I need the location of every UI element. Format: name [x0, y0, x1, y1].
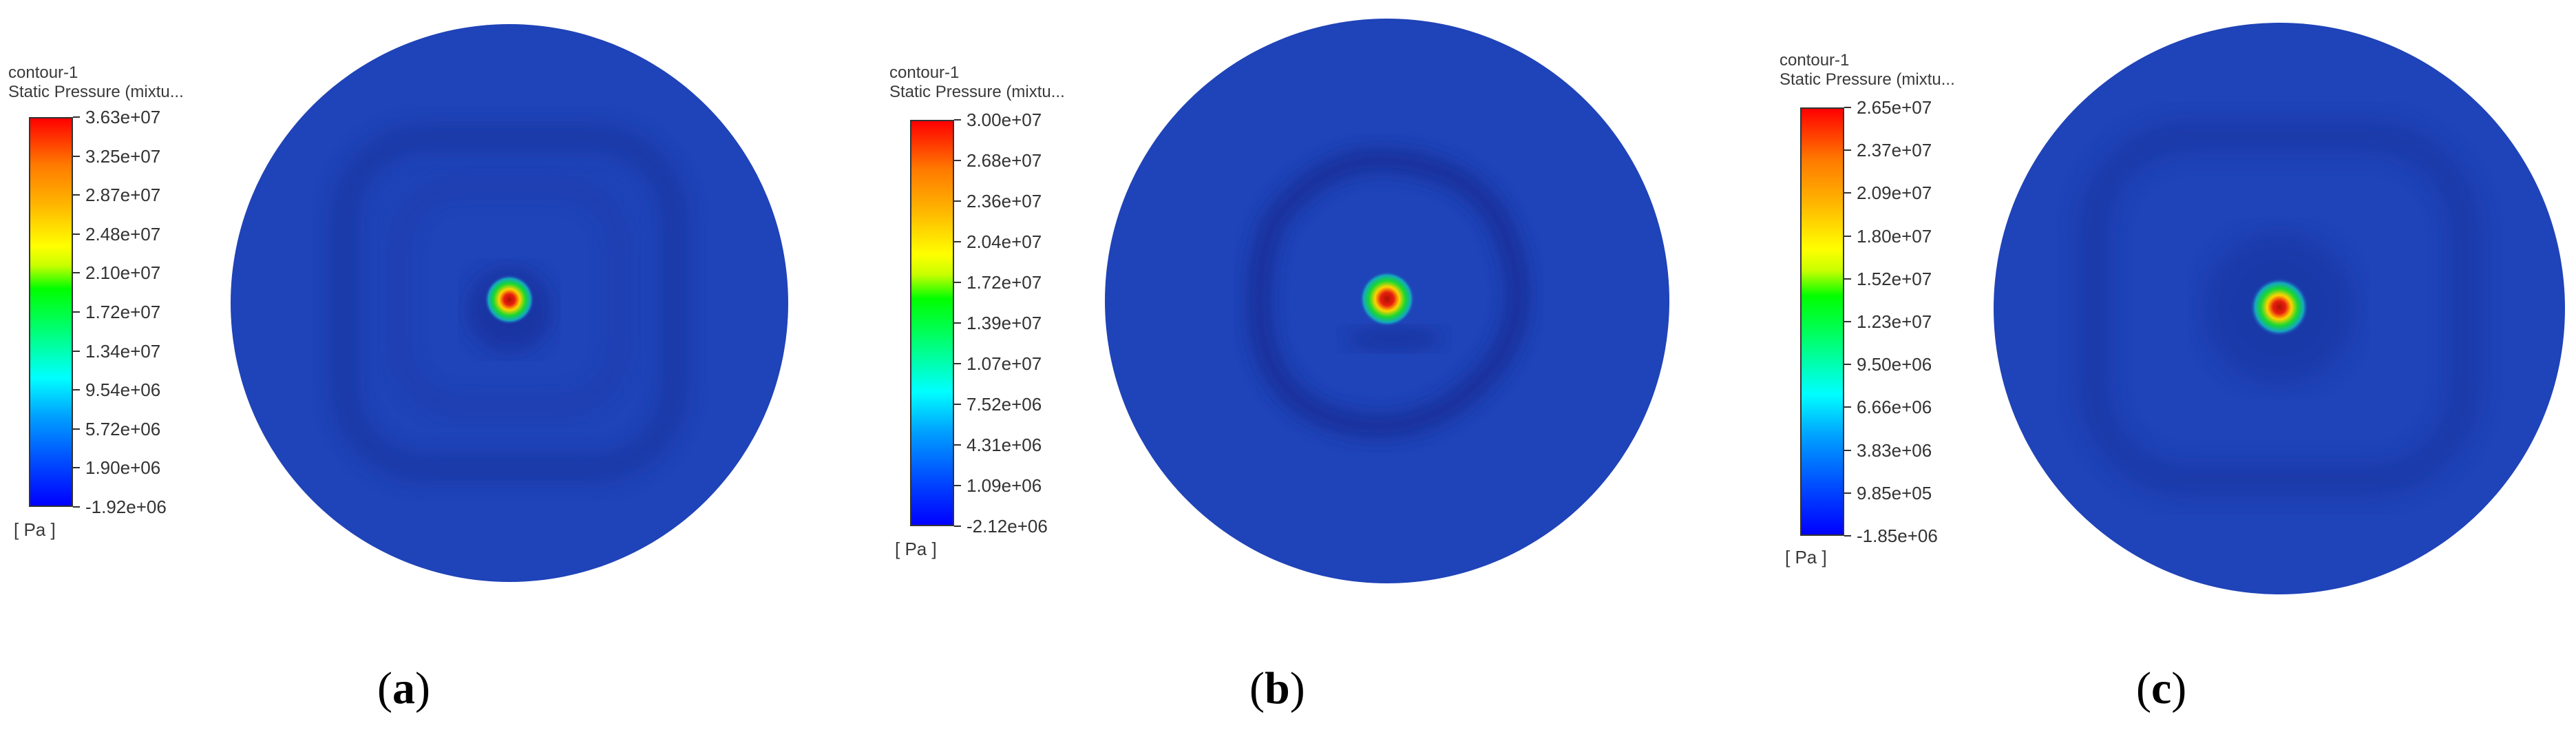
colorbar-tick-label: 2.09e+07 [1857, 183, 1932, 204]
pressure-contour-disk [231, 24, 788, 582]
pressure-peak [2250, 278, 2308, 336]
colorbar-tick-label: 2.36e+07 [967, 191, 1042, 211]
legend-variable: Static Pressure (mixtu... [8, 83, 184, 101]
colorbar [1800, 107, 1844, 536]
legend-unit: [ Pa ] [895, 539, 937, 559]
colorbar-tick-label: 1.52e+07 [1857, 268, 1932, 289]
colorbar-tick-label: 2.68e+07 [967, 150, 1042, 171]
colorbar-tick-label: 1.07e+07 [967, 353, 1042, 374]
colorbar-tick [954, 282, 961, 283]
colorbar-tick-label: -1.92e+06 [85, 497, 167, 517]
colorbar-tick [954, 200, 961, 202]
colorbar-tick-label: 1.80e+07 [1857, 225, 1932, 247]
colorbar-tick-label: 1.09e+06 [967, 475, 1042, 496]
colorbar-tick-label: 3.25e+07 [85, 145, 161, 167]
pressure-peak [1360, 271, 1415, 326]
colorbar-tick-label: -1.85e+06 [1857, 525, 1938, 546]
legend-unit: [ Pa ] [14, 519, 56, 540]
colorbar-tick-label: -2.12e+06 [967, 516, 1048, 537]
colorbar-tick-label: 1.39e+07 [967, 313, 1042, 333]
legend-unit: [ Pa ] [1785, 547, 1827, 568]
legend-variable: Static Pressure (mixtu... [1780, 70, 1955, 89]
colorbar-tick-label: 2.48e+07 [85, 223, 161, 244]
colorbar [910, 120, 954, 526]
legend-title: contour-1 [1780, 51, 1850, 70]
legend-title: contour-1 [8, 63, 78, 82]
panel-caption: (c) [2136, 663, 2187, 714]
panel-caption: (a) [377, 663, 430, 714]
colorbar-tick [73, 233, 80, 235]
colorbar-tick [954, 525, 961, 527]
colorbar-tick [73, 506, 80, 508]
colorbar-tick-label: 4.31e+06 [967, 435, 1042, 455]
colorbar-tick-label: 9.54e+06 [85, 379, 161, 401]
colorbar [29, 117, 73, 507]
colorbar-tick [1844, 449, 1851, 451]
colorbar-tick-label: 9.85e+05 [1857, 482, 1932, 503]
colorbar-tick [73, 116, 80, 118]
colorbar-tick-label: 1.23e+07 [1857, 311, 1932, 332]
pressure-contour-disk [1994, 23, 2565, 594]
colorbar-tick [1844, 492, 1851, 494]
colorbar-tick [73, 311, 80, 313]
legend-variable: Static Pressure (mixtu... [889, 83, 1065, 101]
colorbar-tick [1844, 535, 1851, 537]
colorbar-tick [954, 322, 961, 324]
colorbar-tick [1844, 149, 1851, 152]
colorbar-tick [73, 428, 80, 430]
colorbar-tick [1844, 321, 1851, 322]
colorbar-tick [954, 160, 961, 161]
colorbar-tick-label: 1.90e+06 [85, 457, 161, 479]
pressure-peak [485, 275, 534, 324]
colorbar-tick [1844, 235, 1851, 237]
colorbar-tick [954, 119, 961, 121]
colorbar-tick-label: 3.63e+07 [85, 107, 161, 127]
colorbar-tick [73, 467, 80, 469]
colorbar-tick [73, 350, 80, 352]
panel-a: contour-1 Static Pressure (mixtu... [ Pa… [0, 0, 858, 739]
colorbar-tick-label: 2.37e+07 [1857, 140, 1932, 161]
colorbar-tick [1844, 406, 1851, 408]
panel-caption: (b) [1249, 663, 1305, 714]
legend-title: contour-1 [889, 63, 960, 82]
colorbar-tick-label: 7.52e+06 [967, 394, 1042, 415]
colorbar-tick [73, 194, 80, 196]
colorbar-tick [1844, 364, 1851, 366]
colorbar-tick-label: 3.00e+07 [967, 110, 1042, 130]
colorbar-tick [1844, 107, 1851, 108]
colorbar-tick-label: 2.87e+07 [85, 185, 161, 206]
colorbar-tick-label: 2.10e+07 [85, 262, 161, 284]
colorbar-tick [73, 155, 80, 157]
colorbar-tick [954, 404, 961, 405]
colorbar-tick [1844, 192, 1851, 194]
colorbar-tick-label: 1.34e+07 [85, 340, 161, 362]
colorbar-tick-label: 6.66e+06 [1857, 397, 1932, 418]
colorbar-tick [954, 444, 961, 446]
colorbar-tick-label: 1.72e+07 [85, 302, 161, 322]
colorbar-tick-label: 2.04e+07 [967, 231, 1042, 252]
colorbar-tick [954, 241, 961, 242]
colorbar-tick-label: 5.72e+06 [85, 418, 161, 439]
colorbar-tick-label: 3.83e+06 [1857, 439, 1932, 461]
pressure-contour-disk [1105, 19, 1669, 583]
colorbar-tick-label: 1.72e+07 [967, 272, 1042, 293]
colorbar-tick [73, 272, 80, 274]
colorbar-tick [1844, 278, 1851, 280]
colorbar-tick-label: 9.50e+06 [1857, 354, 1932, 375]
colorbar-tick [954, 485, 961, 486]
colorbar-tick [954, 363, 961, 364]
colorbar-tick-label: 2.65e+07 [1857, 97, 1932, 118]
colorbar-tick [73, 389, 80, 391]
panel-b: contour-1 Static Pressure (mixtu... [ Pa… [881, 0, 1740, 739]
panel-c: contour-1 Static Pressure (mixtu... [ Pa… [1771, 0, 2576, 739]
